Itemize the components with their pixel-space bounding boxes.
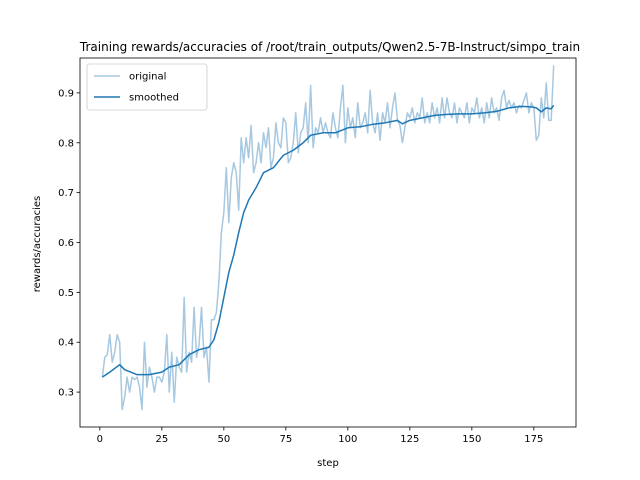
x-tick-label: 175 [524,434,543,445]
chart-title: Training rewards/accuracies of /root/tra… [79,40,580,54]
y-tick-label: 0.4 [58,338,74,349]
y-axis-label: rewards/accuracies [32,196,43,293]
x-tick-label: 75 [279,434,292,445]
y-axis: 0.3 0.4 0.5 0.6 0.7 0.8 0.9 [58,88,80,399]
series-line-smoothed [101,104,555,378]
y-tick-label: 0.5 [58,288,74,299]
y-tick-label: 0.6 [58,238,74,249]
legend-label-smoothed: smoothed [129,93,179,104]
y-tick-label: 0.9 [58,88,74,99]
x-tick-label: 0 [97,434,103,445]
y-tick-label: 0.3 [58,388,74,399]
y-tick-label: 0.7 [58,188,74,199]
x-tick-label: 150 [462,434,481,445]
x-tick-label: 125 [400,434,419,445]
legend: original smoothed [86,63,208,111]
x-axis: 0 25 50 75 100 125 150 175 [97,427,543,445]
x-tick-label: 25 [155,434,168,445]
legend-label-original: original [129,72,166,83]
y-tick-label: 0.8 [58,138,74,149]
x-tick-label: 100 [338,434,357,445]
x-tick-label: 50 [217,434,230,445]
x-axis-label: step [317,458,339,469]
